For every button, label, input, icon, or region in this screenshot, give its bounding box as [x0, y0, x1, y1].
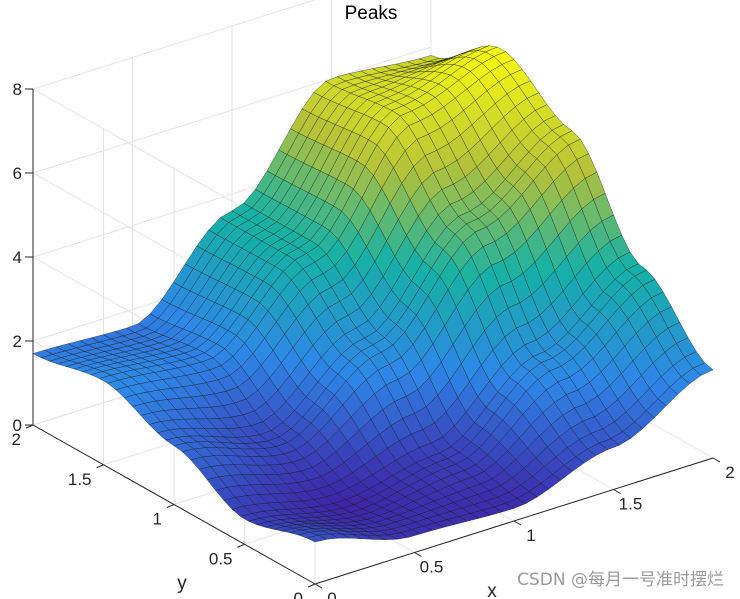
z-tick-label: 0: [13, 416, 22, 435]
y-tick-mark: [307, 583, 316, 588]
y-tick-label: 0: [294, 589, 303, 599]
back-wall-grid-line: [32, 0, 316, 90]
x-tick-label: 2: [725, 463, 734, 482]
x-tick-mark: [314, 583, 323, 589]
chart-title: Peaks: [345, 3, 398, 24]
x-tick-label: 0: [327, 589, 336, 599]
z-tick-label: 4: [13, 248, 22, 267]
z-tick-label: 8: [13, 80, 22, 99]
y-tick-mark: [166, 504, 175, 508]
watermark-text: CSDN @每月一号准时摆烂: [517, 570, 724, 590]
x-tick-mark: [513, 520, 522, 526]
y-tick-mark: [237, 543, 245, 548]
x-tick-mark: [414, 552, 422, 557]
y-tick-label: 1: [153, 510, 162, 529]
z-tick-label: 2: [13, 332, 22, 351]
x-tick-label: 1.5: [619, 495, 643, 514]
x-tick-label: 1: [526, 526, 535, 545]
y-tick-label: 0.5: [209, 549, 233, 568]
axes-lines: [25, 88, 721, 589]
back-wall-grid-line: [32, 46, 432, 174]
x-tick-label: 0.5: [420, 558, 444, 577]
x-axis-label: x: [487, 581, 497, 599]
x-tick-mark: [613, 489, 621, 494]
y-tick-label: 1.5: [68, 470, 92, 489]
z-tick-label: 6: [13, 164, 22, 183]
y-axis-label: y: [177, 573, 187, 594]
surface-patch: [692, 362, 714, 376]
y-tick-label: 2: [12, 430, 21, 449]
x-tick-mark: [712, 457, 721, 463]
surface-plot: [32, 45, 714, 543]
y-tick-mark: [96, 464, 104, 469]
